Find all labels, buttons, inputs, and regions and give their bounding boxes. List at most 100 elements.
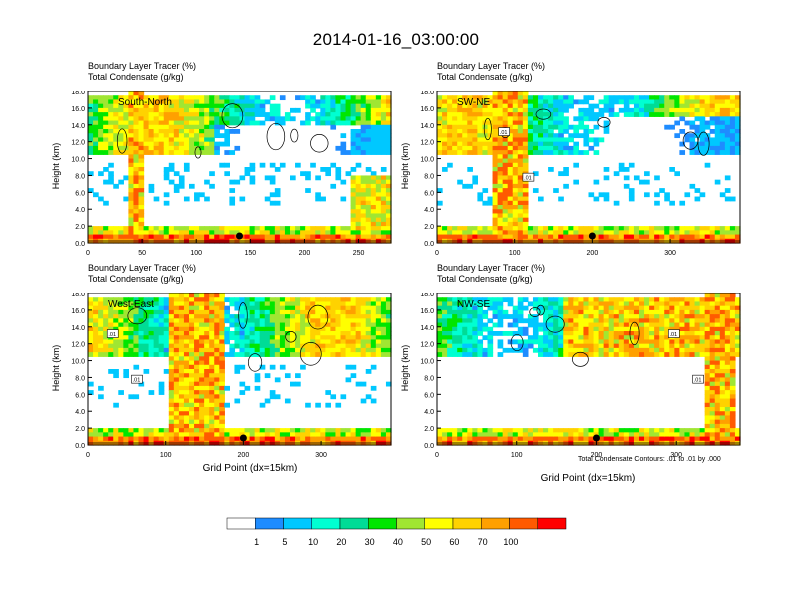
heatmap-cell: [229, 331, 236, 336]
heatmap-cell: [183, 162, 190, 168]
heatmap-cell: [548, 436, 554, 442]
heatmap-cell: [467, 343, 473, 349]
heatmap-cell: [729, 99, 736, 105]
heatmap-cell: [699, 352, 706, 357]
heatmap-cell: [360, 116, 367, 122]
heatmap-cell: [734, 339, 741, 345]
heatmap-cell: [224, 129, 230, 134]
heatmap-cell: [88, 124, 94, 130]
heatmap-cell: [158, 226, 165, 231]
heatmap-cell: [269, 95, 276, 101]
heatmap-cell: [380, 352, 387, 357]
heatmap-cell: [123, 322, 129, 328]
heatmap-cell: [88, 230, 94, 236]
heatmap-cell: [437, 103, 443, 109]
heatmap-cell: [507, 133, 514, 139]
heatmap-cell: [457, 141, 463, 147]
heatmap-cell: [543, 137, 549, 143]
heatmap-cell: [724, 415, 731, 421]
heatmap-cell: [259, 343, 266, 349]
heatmap-cell: [199, 234, 205, 240]
heatmap-cell: [355, 432, 362, 438]
heatmap-cell: [204, 309, 210, 315]
colorbar-swatch: [283, 517, 312, 530]
heatmap-cell: [623, 318, 630, 324]
heatmap-cell: [522, 91, 529, 96]
heatmap-cell: [98, 120, 104, 126]
heatmap-cell: [608, 335, 615, 341]
heatmap-cell: [113, 436, 119, 442]
heatmap-cell: [679, 347, 686, 353]
heatmap-cell: [350, 305, 357, 311]
heatmap-cell: [148, 335, 155, 341]
heatmap-cell: [649, 226, 655, 231]
heatmap-cell: [108, 124, 114, 130]
heatmap-cell: [133, 167, 140, 172]
heatmap-cell: [487, 234, 494, 240]
heatmap-cell: [553, 352, 559, 357]
heatmap-cell: [734, 309, 741, 315]
heatmap-cell: [98, 347, 104, 353]
heatmap-cell: [173, 402, 180, 408]
heatmap-cell: [512, 129, 519, 134]
heatmap-cell: [674, 339, 680, 345]
heatmap-cell: [88, 129, 94, 134]
heatmap-cell: [375, 137, 382, 143]
heatmap-cell: [472, 309, 478, 315]
heatmap-cell: [249, 335, 256, 341]
heatmap-cell: [325, 95, 331, 101]
heatmap-cell: [173, 411, 180, 417]
heatmap-cell: [714, 394, 721, 400]
heatmap-cell: [467, 150, 473, 155]
heatmap-cell: [689, 99, 696, 105]
heatmap-cell: [674, 234, 680, 240]
heatmap-cell: [512, 188, 519, 193]
heatmap-cell: [380, 141, 387, 147]
heatmap-cell: [158, 343, 165, 349]
heatmap-cell: [502, 179, 509, 185]
heatmap-cell: [588, 322, 595, 328]
heatmap-cell: [709, 356, 716, 362]
heatmap-cell: [290, 335, 296, 341]
heatmap-cell: [148, 99, 155, 105]
heatmap-cell: [527, 314, 534, 319]
heatmap-cell: [113, 297, 119, 303]
heatmap-cell: [173, 129, 180, 134]
heatmap-cell: [674, 133, 680, 139]
heatmap-cell: [689, 145, 696, 151]
heatmap-cell: [659, 428, 665, 433]
y-tick-label: 18.0: [71, 91, 85, 96]
heatmap-cell: [138, 234, 145, 240]
heatmap-cell: [527, 343, 534, 349]
heatmap-cell: [173, 112, 180, 117]
heatmap-cell: [588, 297, 595, 303]
heatmap-cell: [588, 301, 595, 307]
heatmap-cell: [608, 230, 615, 236]
heatmap-cell: [527, 339, 534, 345]
heatmap-cell: [244, 171, 251, 177]
heatmap-cell: [138, 137, 145, 143]
heatmap-cell: [158, 305, 165, 311]
heatmap-cell: [502, 103, 509, 109]
heatmap-cell: [249, 432, 256, 438]
heatmap-cell: [507, 213, 514, 219]
heatmap-cell: [315, 103, 321, 109]
heatmap-cell: [168, 95, 175, 101]
heatmap-cell: [538, 432, 544, 438]
heatmap-cell: [279, 339, 286, 345]
heatmap-cell: [437, 347, 443, 353]
heatmap-cell: [497, 196, 504, 202]
heatmap-cell: [138, 230, 145, 236]
heatmap-cell: [593, 116, 600, 122]
heatmap-cell: [214, 116, 220, 122]
heatmap-cell: [734, 326, 741, 332]
heatmap-cell: [649, 331, 655, 336]
heatmap-cell: [108, 309, 114, 315]
heatmap-cell: [178, 150, 185, 155]
heatmap-cell: [674, 314, 680, 319]
heatmap-cell: [553, 234, 559, 240]
heatmap-cell: [487, 116, 494, 122]
condensate-contour: [629, 321, 640, 346]
heatmap-cell: [669, 352, 675, 357]
heatmap-cell: [492, 99, 499, 105]
